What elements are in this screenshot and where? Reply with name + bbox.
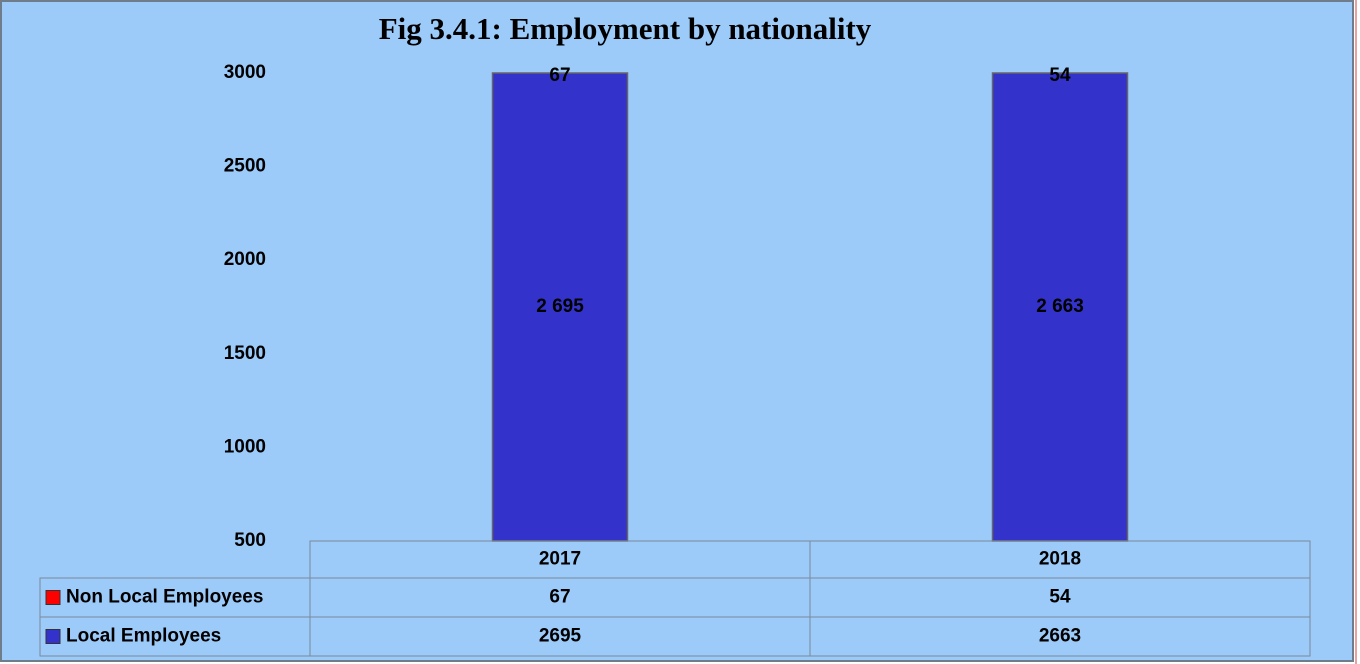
y-tick-label: 1500 <box>224 343 266 364</box>
bar-segment <box>991 72 1129 542</box>
data-label: 67 <box>549 65 570 86</box>
chart-title: Fig 3.4.1: Employment by nationality <box>379 11 872 46</box>
legend-label: Local Employees <box>66 626 221 647</box>
table-value: 2695 <box>539 626 582 647</box>
y-tick-label: 2000 <box>224 249 266 270</box>
x-tick-label: 2018 <box>1039 549 1081 570</box>
table-value: 54 <box>1049 587 1071 608</box>
y-tick-label: 500 <box>234 530 266 551</box>
data-label: 2 663 <box>1036 296 1084 317</box>
legend-swatch <box>45 590 61 605</box>
table-value: 67 <box>549 587 570 608</box>
x-tick-label: 2017 <box>539 549 581 570</box>
legend-label: Non Local Employees <box>66 587 263 608</box>
y-tick-label: 2500 <box>224 156 266 177</box>
data-label: 54 <box>1049 65 1071 86</box>
legend-swatch <box>45 629 61 644</box>
y-tick-label: 1000 <box>224 436 266 457</box>
y-tick-label: 3000 <box>224 62 266 83</box>
data-label: 2 695 <box>536 296 584 317</box>
table-cell <box>39 616 1311 657</box>
table-value: 2663 <box>1039 626 1081 647</box>
